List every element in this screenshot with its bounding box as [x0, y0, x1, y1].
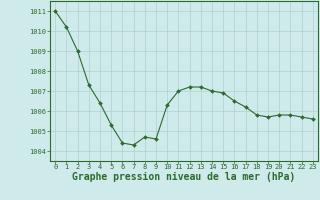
X-axis label: Graphe pression niveau de la mer (hPa): Graphe pression niveau de la mer (hPa): [72, 172, 296, 182]
